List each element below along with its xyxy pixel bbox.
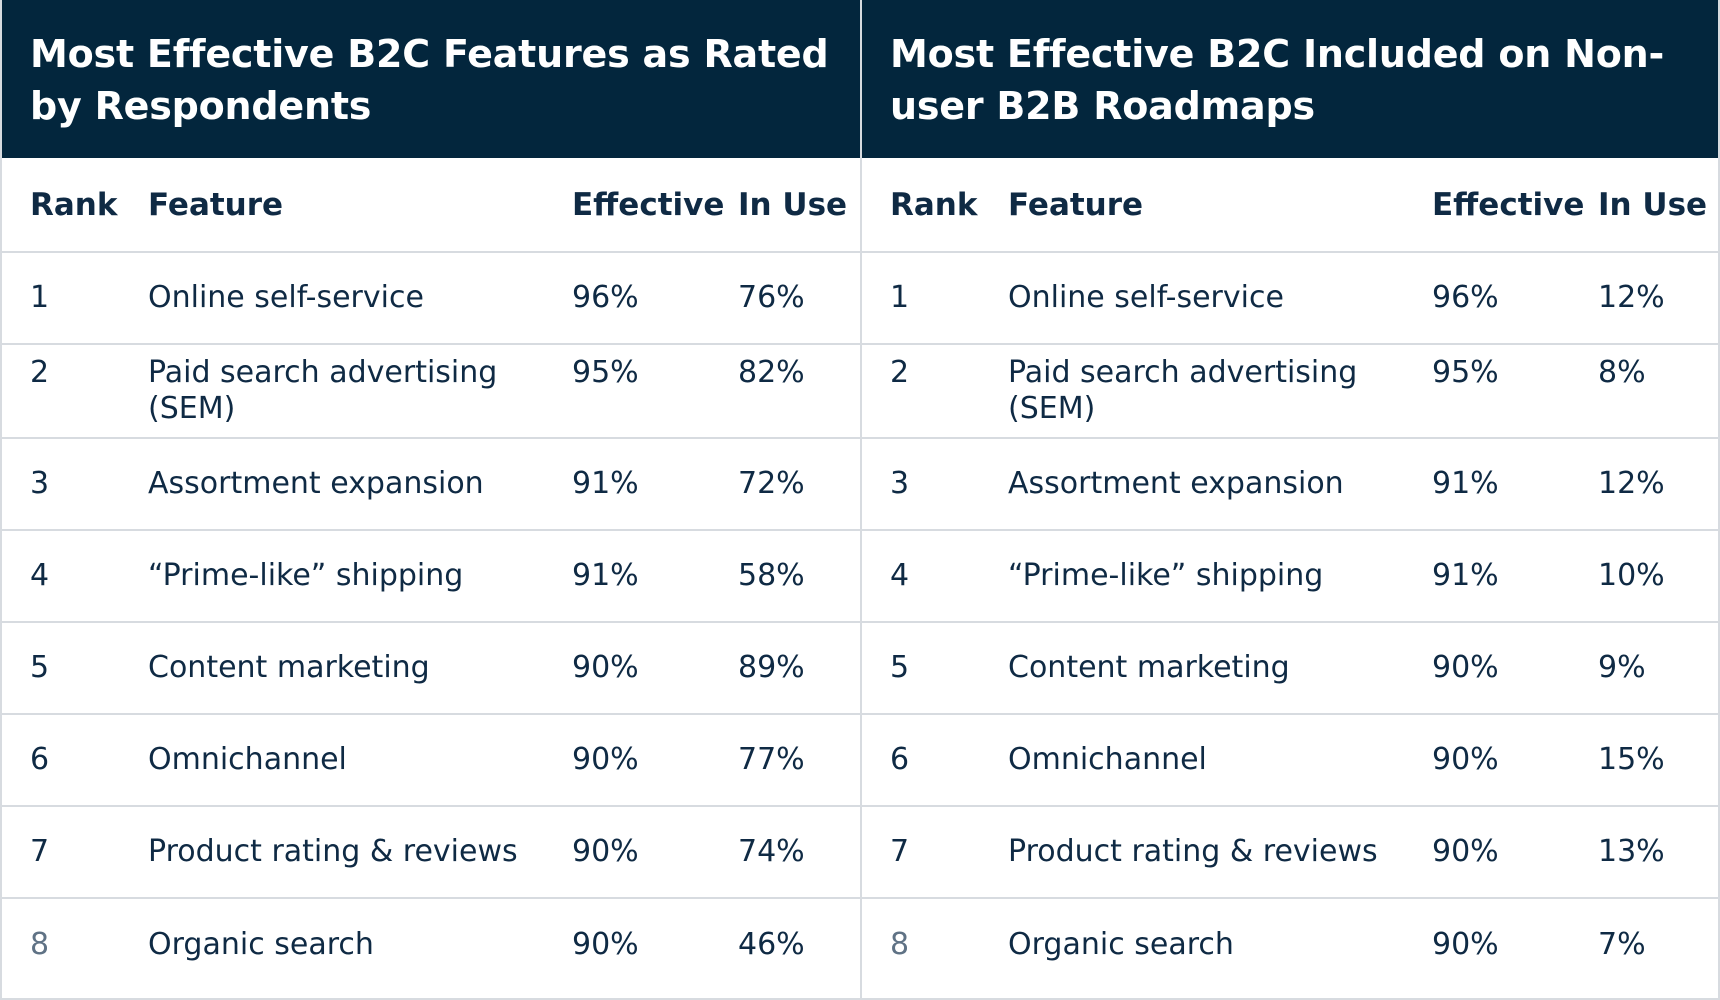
table-row: 4 “Prime-like” shipping 91% 10% — [862, 530, 1718, 623]
rank-cell: 3 — [2, 438, 118, 531]
table-row: 1 Online self-service 96% 76% — [2, 252, 860, 345]
column-header-in-use: In Use — [1568, 158, 1718, 253]
in-use-cell: 72% — [708, 438, 860, 531]
rank-cell: 4 — [862, 530, 978, 623]
right-table-panel: Most Effective B2C Included on Non-user … — [860, 0, 1720, 1000]
rank-cell: 1 — [862, 252, 978, 345]
feature-cell: Assortment expansion — [978, 438, 1402, 531]
right-table-title: Most Effective B2C Included on Non-user … — [862, 0, 1718, 158]
effective-cell: 96% — [542, 252, 708, 345]
feature-cell: Organic search — [148, 926, 374, 962]
effective-cell: 90% — [572, 926, 639, 962]
right-table: Rank Feature Effective In Use 1 Online s… — [862, 158, 1718, 990]
effective-cell: 96% — [1402, 252, 1568, 345]
column-header-effective: Effective — [1402, 158, 1584, 253]
in-use-cell: 7% — [1598, 926, 1646, 962]
in-use-cell: 13% — [1568, 806, 1718, 899]
rank-cell: 4 — [2, 530, 118, 623]
in-use-cell: 76% — [708, 252, 860, 345]
rank-cell: 1 — [2, 252, 118, 345]
effective-cell: 91% — [1402, 530, 1568, 623]
feature-cell: Assortment expansion — [118, 438, 542, 531]
rank-cell: 5 — [862, 622, 978, 715]
column-header-in-use: In Use — [708, 158, 860, 253]
in-use-cell: 58% — [708, 530, 860, 623]
rank-cell: 3 — [862, 438, 978, 531]
feature-cell: “Prime-like” shipping — [978, 530, 1402, 623]
feature-cell: Online self-service — [978, 252, 1402, 345]
column-header-effective: Effective — [542, 158, 724, 253]
effective-cell: 91% — [542, 530, 708, 623]
feature-cell: Product rating & reviews — [978, 806, 1402, 899]
in-use-cell: 46% — [738, 926, 805, 962]
feature-cell: Omnichannel — [118, 714, 542, 807]
feature-cell: Product rating & reviews — [118, 806, 542, 899]
feature-cell: Paid search advertising (SEM) — [118, 344, 542, 439]
feature-cell: Content marketing — [118, 622, 542, 715]
table-row: 6 Omnichannel 90% 15% — [862, 714, 1718, 807]
in-use-cell: 89% — [708, 622, 860, 715]
effective-cell: 90% — [1402, 806, 1568, 899]
effective-cell: 91% — [542, 438, 708, 531]
column-header-rank: Rank — [862, 158, 978, 253]
rank-cell: 2 — [2, 344, 118, 439]
in-use-cell: 8% — [1568, 344, 1718, 439]
in-use-cell: 77% — [708, 714, 860, 807]
table-row: 3 Assortment expansion 91% 72% — [2, 438, 860, 531]
column-header-feature: Feature — [978, 158, 1402, 253]
column-header-rank: Rank — [2, 158, 118, 253]
table-row: 2 Paid search advertising (SEM) 95% 8% — [862, 344, 1718, 439]
left-table: Rank Feature Effective In Use 1 Online s… — [2, 158, 860, 990]
table-row: 5 Content marketing 90% 89% — [2, 622, 860, 715]
in-use-cell: 12% — [1568, 252, 1718, 345]
right-header-row: Rank Feature Effective In Use — [862, 158, 1718, 253]
left-header-row: Rank Feature Effective In Use — [2, 158, 860, 253]
in-use-cell: 74% — [708, 806, 860, 899]
rank-cell: 8 — [30, 926, 50, 962]
table-row: 7 Product rating & reviews 90% 74% — [2, 806, 860, 899]
rank-cell: 5 — [2, 622, 118, 715]
rank-cell: 6 — [862, 714, 978, 807]
table-row: 2 Paid search advertising (SEM) 95% 82% — [2, 344, 860, 439]
feature-cell: Online self-service — [118, 252, 542, 345]
rank-cell: 6 — [2, 714, 118, 807]
in-use-cell: 9% — [1568, 622, 1718, 715]
feature-cell: “Prime-like” shipping — [118, 530, 542, 623]
rank-cell: 8 — [890, 926, 910, 962]
feature-cell: Organic search — [1008, 926, 1234, 962]
table-row: 7 Product rating & reviews 90% 13% — [862, 806, 1718, 899]
in-use-cell: 10% — [1568, 530, 1718, 623]
left-table-panel: Most Effective B2C Features as Rated by … — [0, 0, 860, 1000]
rank-cell: 2 — [862, 344, 978, 439]
table-row: 6 Omnichannel 90% 77% — [2, 714, 860, 807]
feature-cell: Content marketing — [978, 622, 1402, 715]
effective-cell: 90% — [542, 714, 708, 807]
table-row: 3 Assortment expansion 91% 12% — [862, 438, 1718, 531]
feature-cell: Paid search advertising (SEM) — [978, 344, 1402, 439]
effective-cell: 90% — [542, 806, 708, 899]
in-use-cell: 15% — [1568, 714, 1718, 807]
effective-cell: 90% — [1432, 926, 1499, 962]
table-row: 8 Organic search 90% 7% — [862, 898, 1718, 990]
column-header-feature: Feature — [118, 158, 542, 253]
effective-cell: 95% — [1402, 344, 1568, 439]
table-row: 4 “Prime-like” shipping 91% 58% — [2, 530, 860, 623]
effective-cell: 90% — [1402, 714, 1568, 807]
rank-cell: 7 — [862, 806, 978, 899]
effective-cell: 95% — [542, 344, 708, 439]
effective-cell: 90% — [1402, 622, 1568, 715]
feature-cell: Omnichannel — [978, 714, 1402, 807]
effective-cell: 91% — [1402, 438, 1568, 531]
table-row: 1 Online self-service 96% 12% — [862, 252, 1718, 345]
effective-cell: 90% — [542, 622, 708, 715]
rank-cell: 7 — [2, 806, 118, 899]
left-table-title: Most Effective B2C Features as Rated by … — [2, 0, 860, 158]
in-use-cell: 12% — [1568, 438, 1718, 531]
table-row: 5 Content marketing 90% 9% — [862, 622, 1718, 715]
table-row: 8 Organic search 90% 46% — [2, 898, 860, 990]
in-use-cell: 82% — [708, 344, 860, 439]
